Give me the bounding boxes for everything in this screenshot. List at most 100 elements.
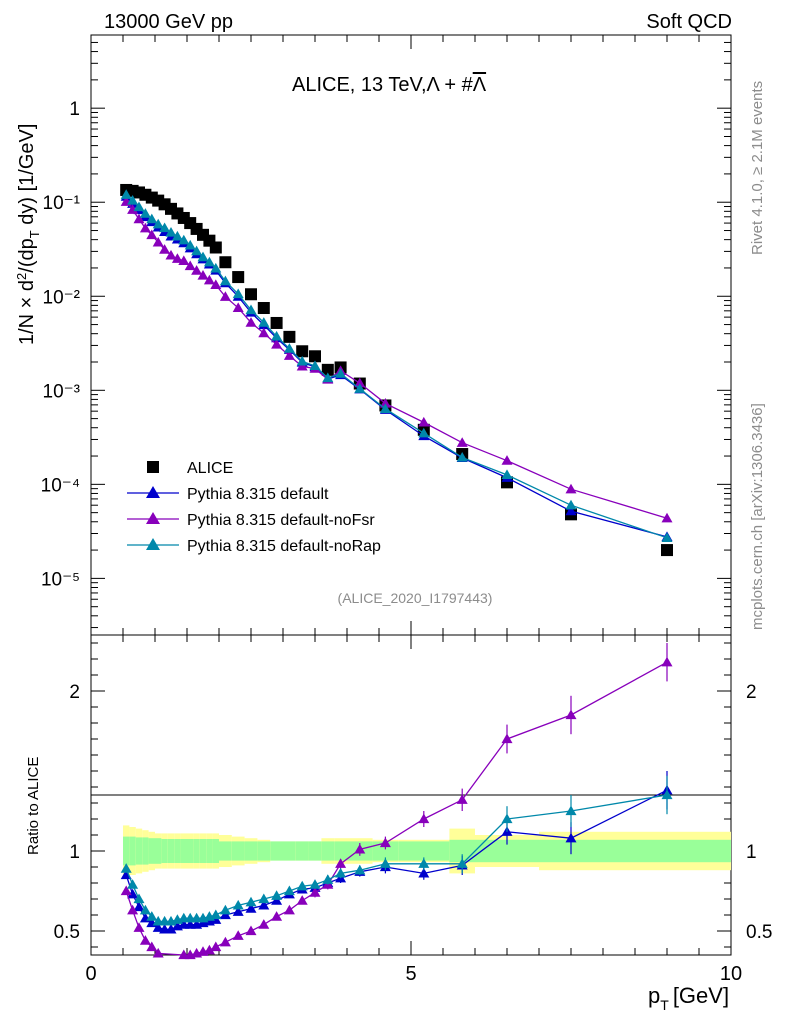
band-inner: [231, 841, 245, 861]
legend-label: Pythia 8.315 default-noFsr: [187, 512, 375, 529]
series-point-main: [322, 372, 334, 383]
band-inner: [199, 839, 207, 863]
series-layer: [120, 183, 673, 960]
band-inner: [155, 838, 162, 864]
series-point-ratio: [354, 843, 366, 854]
ratio-tick-label: 2: [746, 682, 757, 703]
series-point-main: [165, 227, 177, 237]
data-point-alice: [209, 241, 222, 254]
series-point-ratio: [565, 832, 577, 843]
series-point-main: [127, 204, 139, 214]
series-point-ratio: [165, 923, 177, 934]
series-point-main: [565, 505, 577, 516]
series-point-main: [565, 499, 577, 510]
ratio-tick-label: 0.5: [746, 922, 772, 943]
band-inner: [219, 841, 232, 861]
series-point-main: [191, 265, 203, 275]
series-point-ratio: [296, 895, 308, 905]
series-point-ratio: [146, 941, 158, 952]
series-point-ratio: [146, 911, 158, 921]
series-point-main: [197, 251, 209, 262]
series-point-ratio: [309, 879, 321, 889]
series-point-main: [203, 256, 215, 267]
series-point-main: [661, 532, 673, 542]
x-tick-label: 0: [85, 963, 96, 985]
axes-layer: 0 5 10 1 10⁻¹ 10⁻² 10⁻³ 10⁻⁴ 10⁻⁵ 0.5 0.5 1 1 2 2: [41, 34, 772, 985]
legend-label: Pythia 8.315 default: [187, 486, 329, 503]
series-point-main: [379, 397, 391, 408]
series-point-ratio: [418, 858, 430, 868]
uncertainty-bands: [123, 825, 731, 877]
series-point-main: [171, 230, 183, 241]
series-point-ratio: [418, 813, 430, 824]
series-point-main: [271, 339, 283, 349]
series-point-main: [283, 350, 295, 360]
band-inner: [148, 838, 155, 864]
series-point-ratio: [219, 936, 231, 947]
header-right: Soft QCD: [646, 11, 732, 33]
series-point-main: [245, 304, 257, 315]
series-point-ratio: [258, 899, 270, 910]
ratio-y-axis-label: Ratio to ALICE: [25, 757, 42, 855]
series-point-ratio: [139, 935, 151, 945]
series-point-ratio: [245, 925, 257, 936]
series-point-main: [139, 208, 151, 218]
series-point-ratio: [120, 885, 132, 896]
series-point-main: [232, 288, 244, 299]
series-point-ratio: [258, 893, 270, 904]
series-point-main: [159, 244, 171, 254]
series-point-main: [178, 255, 190, 265]
series-point-main: [152, 236, 164, 247]
ratio-tick-label: 2: [69, 682, 80, 703]
x-axis-label: pT [GeV]: [648, 983, 729, 1013]
band-inner: [193, 839, 200, 863]
ratio-tick-label: 1: [69, 842, 80, 863]
series-point-main: [296, 355, 308, 366]
series-point-ratio: [565, 805, 577, 816]
legend-item-alice: ALICE: [147, 460, 233, 477]
series-point-ratio: [219, 904, 231, 915]
header-left: 13000 GeV pp: [104, 11, 233, 33]
series-point-ratio: [283, 904, 295, 915]
series-point-main: [203, 274, 215, 285]
series-point-main: [146, 213, 158, 224]
series-point-main: [165, 249, 177, 260]
series-point-main: [456, 451, 468, 462]
legend-item-norap: Pythia 8.315 default-noRap: [127, 538, 381, 555]
band-inner: [475, 839, 539, 863]
y-tick-label: 10⁻¹: [43, 193, 81, 214]
series-point-main: [258, 327, 270, 338]
data-point-alice: [270, 316, 283, 329]
series-point-main: [309, 360, 321, 371]
series-point-main: [171, 253, 183, 263]
series-point-main: [219, 275, 231, 286]
series-point-ratio: [245, 896, 257, 907]
plot-title: ALICE, 13 TeV,Λ + #Λ: [292, 74, 487, 96]
band-inner: [187, 839, 194, 863]
series-point-ratio: [152, 922, 164, 932]
series-point-main: [178, 234, 190, 245]
band-inner: [398, 841, 450, 861]
title-lambda-bar: Λ: [473, 74, 487, 96]
series-point-main: [245, 317, 257, 327]
data-point-alice: [309, 350, 321, 363]
band-inner: [270, 841, 283, 861]
series-point-ratio: [271, 890, 283, 900]
series-point-ratio: [501, 813, 513, 824]
band-inner: [161, 839, 168, 863]
series-point-ratio: [335, 858, 347, 868]
band-inner: [123, 836, 130, 866]
ratio-tick-label: 1: [746, 842, 757, 863]
data-point-alice: [232, 271, 245, 284]
series-point-ratio: [245, 903, 257, 913]
legend-marker-triangle: [146, 512, 160, 524]
series-point-ratio: [210, 941, 222, 952]
series-point-main: [191, 245, 203, 256]
series-point-main: [379, 403, 391, 413]
series-point-main: [159, 222, 171, 233]
series-point-main: [354, 377, 366, 388]
mcplots-label: mcplots.cern.ch [arXiv:1306.3436]: [749, 403, 766, 630]
series-point-main: [418, 427, 430, 438]
x-tick-label: 5: [405, 963, 416, 985]
series-point-ratio: [661, 656, 673, 667]
